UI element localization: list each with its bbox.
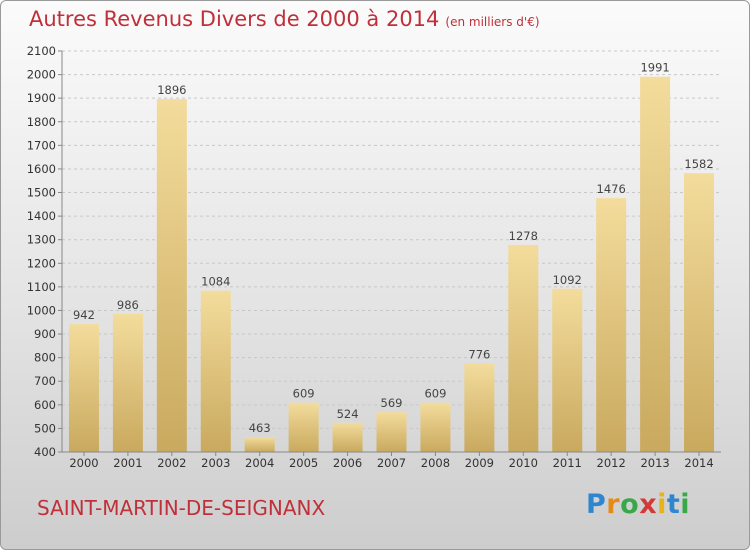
bar [244,437,275,452]
x-tick-label: 2001 [113,456,142,470]
y-tick-label: 2100 [27,44,56,58]
data-label: 1278 [509,229,538,243]
proxiti-logo: Proxiti [586,489,690,520]
y-tick-label: 1000 [27,303,56,317]
data-label: 942 [73,308,95,322]
logo-letter: x [639,489,658,520]
y-tick-label: 800 [34,351,56,365]
data-label: 524 [337,407,359,421]
y-tick-label: 1100 [27,280,56,294]
y-tick-label: 2000 [27,68,56,82]
logo-letter: t [666,489,681,520]
y-tick-label: 1300 [27,233,56,247]
bar [596,198,627,452]
x-tick-label: 2005 [289,456,318,470]
data-label: 1582 [684,157,713,171]
x-tick-label: 2003 [201,456,230,470]
x-tick-label: 2002 [157,456,186,470]
y-tick-label: 700 [34,374,56,388]
x-tick-label: 2008 [421,456,450,470]
bar [332,422,363,452]
y-tick-label: 600 [34,398,56,412]
x-tick-label: 2006 [333,456,362,470]
x-tick-label: 2010 [509,456,538,470]
data-label: 1084 [201,275,230,289]
logo-letter: r [606,489,621,520]
bars: 942 986 1896 1084 463 609 524 569 609 776 1278 1092… [68,61,715,453]
x-tick-label: 2014 [684,456,713,470]
logo-letter: i [680,489,691,520]
data-label: 1092 [553,273,582,287]
y-tick-label: 1700 [27,138,56,152]
logo-letter: P [586,489,607,520]
chart-unit: (en milliers d'€) [445,15,540,29]
data-label: 1896 [157,83,186,97]
bar [376,412,407,452]
x-tick-label: 2013 [640,456,669,470]
bar [464,363,495,452]
data-label: 609 [424,387,446,401]
bar [288,402,319,452]
x-tick-label: 2004 [245,456,274,470]
y-tick-label: 1200 [27,256,56,270]
bar [508,244,539,452]
y-tick-label: 1400 [27,209,56,223]
bar [684,173,715,452]
data-label: 1991 [640,61,669,75]
x-tick-label: 2011 [553,456,582,470]
y-tick-label: 900 [34,327,56,341]
bar [200,290,231,452]
y-tick-label: 400 [34,445,56,459]
data-label: 463 [249,421,271,435]
data-label: 569 [381,396,403,410]
bar [420,402,451,452]
y-tick-label: 1900 [27,91,56,105]
bar [640,76,671,452]
bar [156,99,187,453]
y-tick-label: 1500 [27,186,56,200]
data-label: 1476 [597,182,626,196]
bar [552,288,583,452]
y-tick-label: 500 [34,421,56,435]
data-label: 609 [293,387,315,401]
logo-letter: i [657,489,667,520]
x-tick-label: 2000 [69,456,98,470]
chart-title-text: Autres Revenus Divers de 2000 à 2014 [29,7,440,31]
chart-title: Autres Revenus Divers de 2000 à 2014 (en … [29,7,540,31]
x-tick-label: 2012 [597,456,626,470]
y-tick-label: 1600 [27,162,56,176]
x-tick-label: 2007 [377,456,406,470]
logo-letter: o [620,489,640,520]
data-label: 986 [117,298,139,312]
bar [112,313,143,452]
axes: 400 500 600 700 800 900 1000 1100 1200 1300 1400 15… [27,44,721,470]
y-tick-label: 1800 [27,115,56,129]
town-name: SAINT-MARTIN-DE-SEIGNANX [37,496,326,520]
x-tick-label: 2009 [465,456,494,470]
bar [68,324,99,452]
data-label: 776 [468,347,490,361]
